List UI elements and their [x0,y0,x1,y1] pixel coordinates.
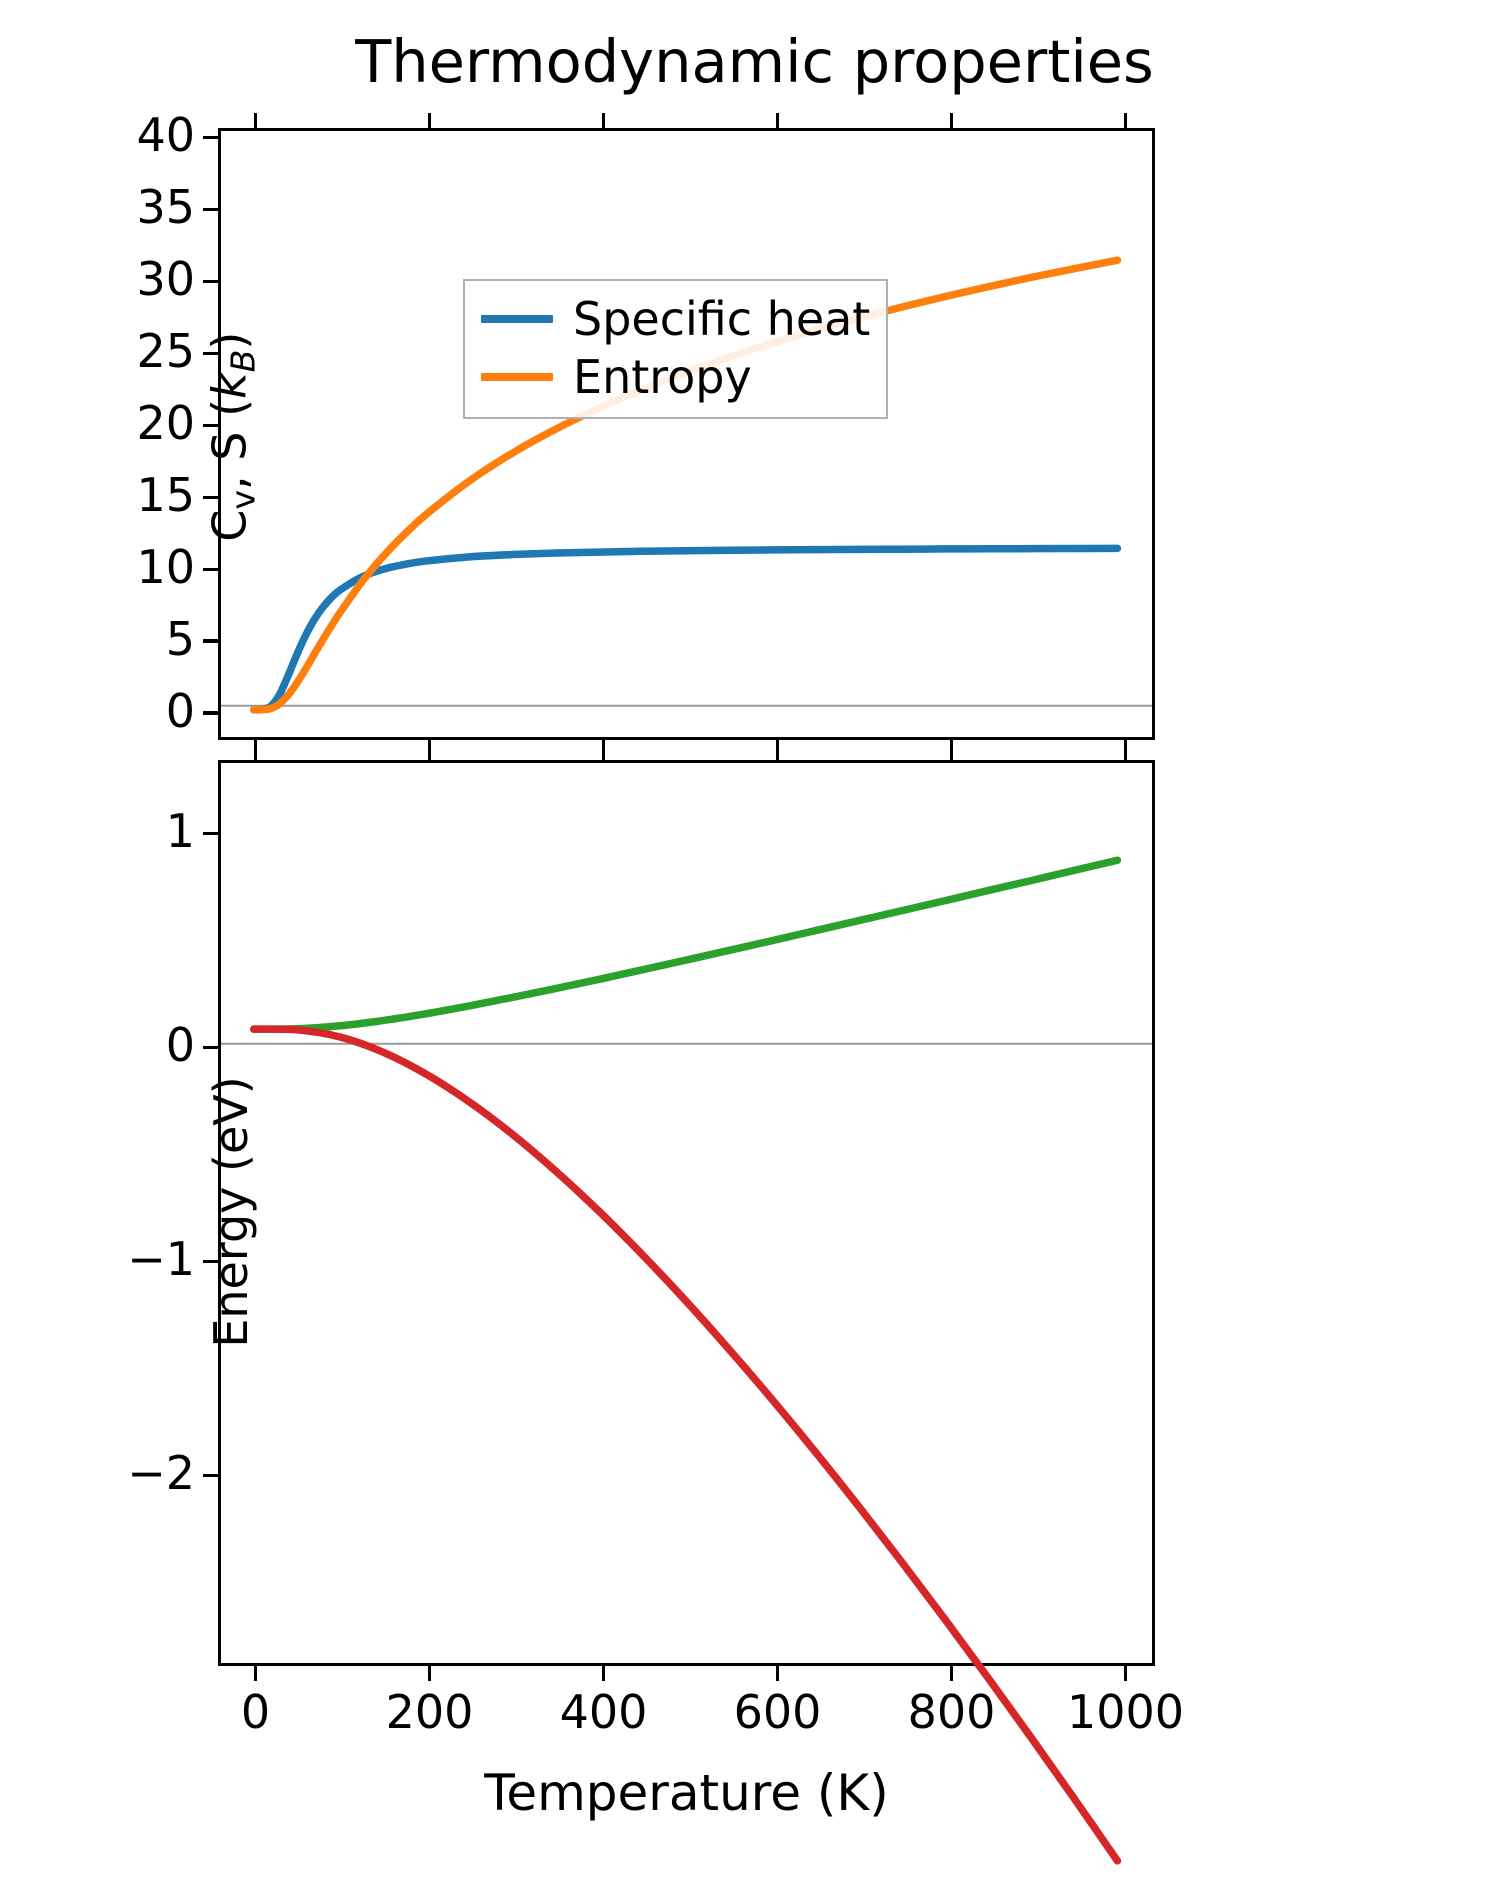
ytick-mark [203,567,221,571]
ytick-mark [203,495,221,499]
xtick-mark-top [602,745,606,763]
ytick-mark [203,135,221,140]
ytick-label: 1 [165,804,195,858]
xtick-mark-top [254,745,258,763]
ytick-mark [203,1473,221,1478]
ytick-label: −1 [127,1232,195,1286]
xtick-mark [776,1663,780,1681]
legend-swatch-entropy [481,373,553,381]
legend-top-panel: Specific heat Entropy [463,279,889,419]
xtick-mark-top [950,745,954,763]
ytick-label: 25 [136,324,195,378]
ytick-label: 20 [136,396,195,450]
series-line-internal-energy [254,860,1118,1029]
ytick-mark [203,1045,221,1049]
x-axis-title: Temperature (K) [484,1764,889,1822]
ytick-label: 35 [136,180,195,234]
series-line-free-energy [254,1029,1118,1861]
ytick-mark [203,639,221,643]
ytick-label: 10 [136,540,195,594]
ytick-mark [203,831,221,835]
ytick-label: 40 [136,108,195,162]
xtick-mark-top [1124,113,1128,131]
xtick-mark-top [950,113,954,131]
ytick-mark [203,207,221,212]
ytick-mark [203,423,221,427]
ytick-label: 0 [165,684,195,738]
xtick-mark-top [776,113,780,131]
xtick-mark [254,1663,258,1681]
legend-label: Entropy [573,350,752,404]
xtick-label: 1000 [1066,1685,1185,1739]
xtick-label: 400 [559,1685,648,1739]
ytick-label: 30 [136,252,195,306]
legend-swatch-specific-heat [481,315,553,323]
axes-top-panel: 0 5 10 15 20 25 30 35 40 Cv, S (kB) [136,112,1155,755]
xtick-mark-top [776,745,780,763]
xtick-mark [428,1663,432,1681]
ytick-label: −2 [127,1446,195,1500]
xtick-mark [950,1663,954,1681]
xtick-label: 0 [240,1685,271,1739]
series-line-entropy [254,260,1118,710]
series-line-specific-heat [254,548,1118,709]
ytick-mark [203,1259,221,1264]
xtick-label: 600 [733,1685,822,1739]
legend-label: Specific heat [573,292,871,346]
top-panel-plot [221,131,1152,737]
bottom-panel-plot [221,763,1152,1663]
ytick-label: 15 [136,468,195,522]
ytick-label: 0 [165,1018,195,1072]
ytick-mark [203,711,221,715]
xtick-mark-top [1124,745,1128,763]
xtick-mark-top [602,113,606,131]
ytick-mark [203,279,221,284]
xtick-label: 200 [385,1685,474,1739]
xtick-mark-top [428,745,432,763]
axes-bottom-panel: 1 0 −1 −2 0 200 400 600 800 1000 Energy … [127,745,1184,1666]
ytick-label: 5 [165,612,195,666]
xtick-mark [602,1663,606,1681]
xtick-mark-top [254,113,258,131]
xtick-mark [1124,1663,1128,1681]
legend-item[interactable]: Specific heat [481,290,870,348]
ytick-mark [203,351,221,355]
xtick-label: 800 [907,1685,996,1739]
page-title: Thermodynamic properties [355,27,1154,96]
xtick-mark-top [428,113,432,131]
legend-item[interactable]: Entropy [481,348,870,406]
